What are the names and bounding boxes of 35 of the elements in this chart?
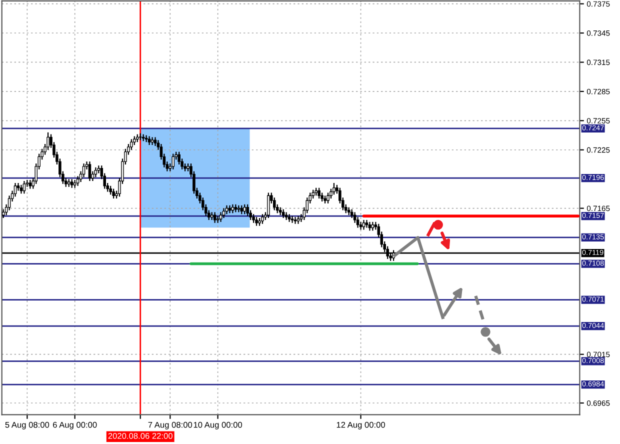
x-tick-label: 5 Aug 08:00 (5, 422, 50, 430)
candlestick (172, 153, 175, 170)
candlestick (82, 162, 86, 178)
candlestick (150, 136, 154, 146)
x-tick-label: 2020.08.06 22:00 (108, 432, 172, 439)
candlestick (362, 219, 366, 230)
candlestick (213, 212, 216, 224)
candlestick (356, 216, 360, 228)
candlestick (178, 151, 180, 166)
candlestick (216, 216, 220, 224)
candlestick (112, 188, 115, 200)
candlestick (326, 192, 330, 204)
candlestick (8, 195, 11, 211)
candlestick (290, 216, 294, 224)
candlestick (14, 182, 17, 198)
candlestick (22, 180, 26, 194)
x-tick-label: 10 Aug 00:00 (194, 422, 242, 430)
candlestick (94, 166, 98, 178)
x-tick-label: 6 Aug 00:00 (53, 422, 97, 430)
candlestick (318, 187, 320, 200)
candlestick (365, 219, 368, 228)
candlestick (130, 138, 133, 150)
candlestick (46, 132, 50, 150)
candlestick (219, 212, 222, 222)
candlestick (267, 192, 270, 219)
candlestick (294, 216, 297, 224)
candlestick (222, 208, 226, 219)
candlestick (243, 204, 246, 215)
x-tick-label: 12 Aug 00:00 (336, 422, 386, 430)
candlestick (76, 176, 80, 186)
candlestick (332, 182, 336, 196)
candlestick (246, 204, 249, 217)
candlestick (88, 160, 92, 182)
candlestick (261, 214, 264, 224)
x-tick-label: 7 Aug 08:00 (148, 422, 192, 430)
